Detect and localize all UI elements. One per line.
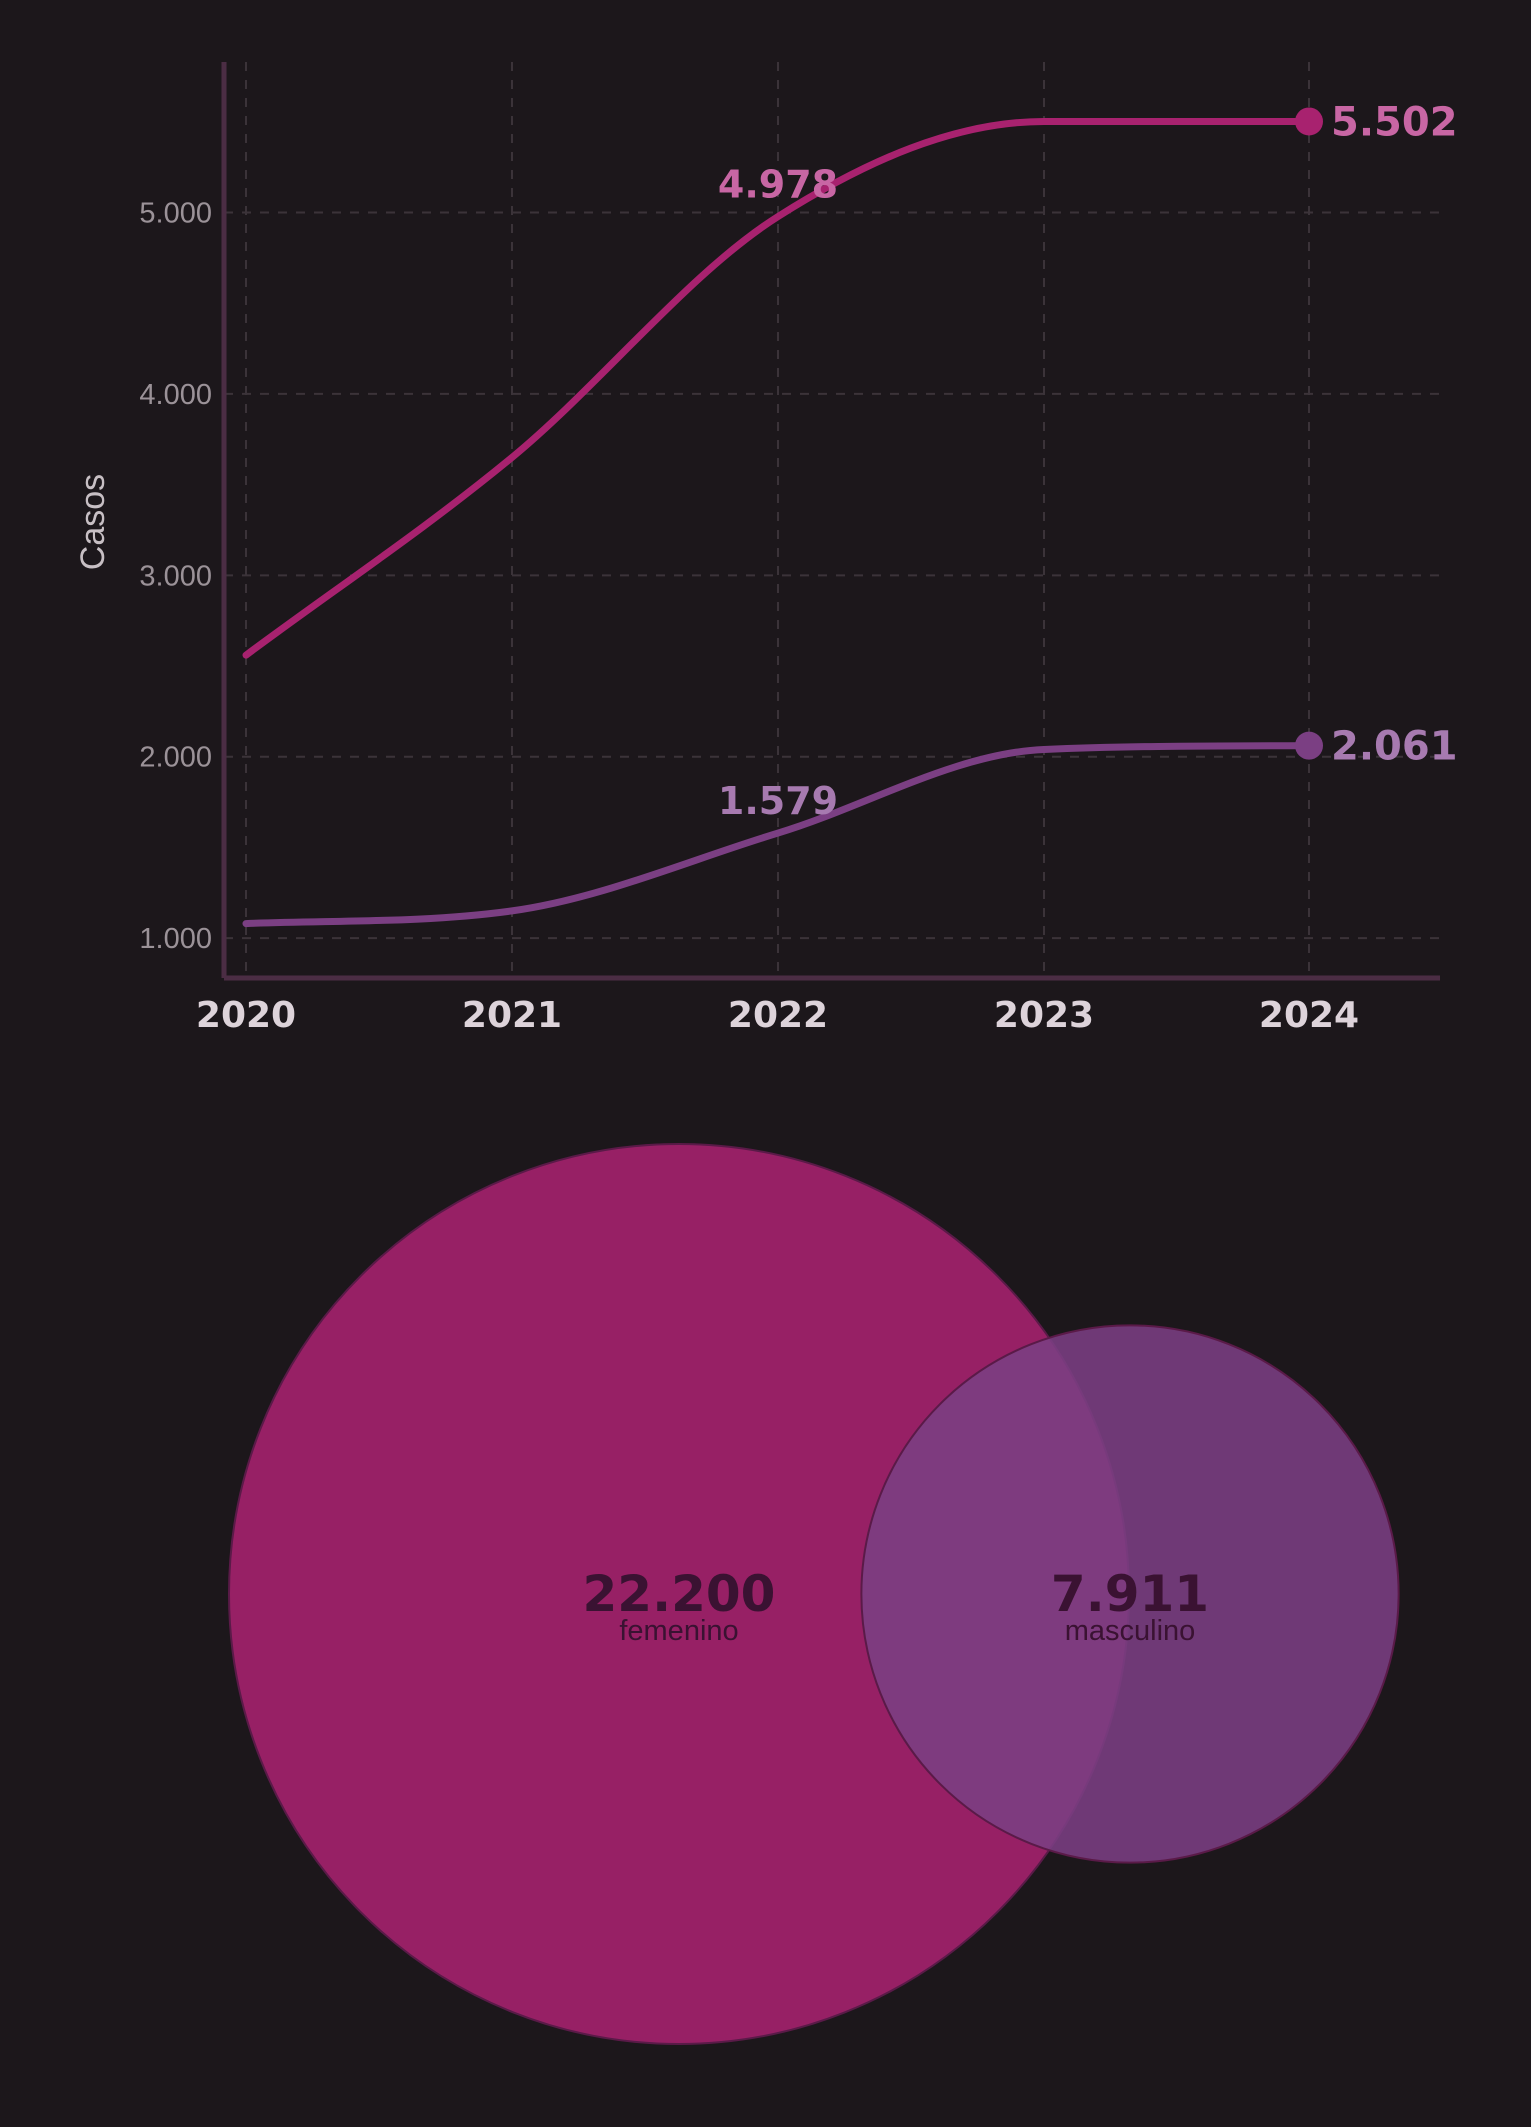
end-value-label-femenino: 5.502 xyxy=(1331,99,1458,145)
end-value-label-masculino: 2.061 xyxy=(1331,724,1458,770)
data-label-femenino: 4.978 xyxy=(718,163,838,207)
line-series: 5.502 4.978 2.061 1.579 xyxy=(242,99,1458,928)
series-line-femenino xyxy=(242,117,1313,659)
bubble-label-masculino: masculino xyxy=(1065,1615,1196,1647)
bubble-masculino xyxy=(860,1324,1400,1864)
data-label-masculino: 1.579 xyxy=(718,779,838,823)
y-tick-label: 5.000 xyxy=(139,198,212,230)
y-tick-label: 2.000 xyxy=(139,742,212,774)
series-femenino: 5.502 4.978 xyxy=(242,99,1458,659)
end-point-masculino xyxy=(1295,731,1323,760)
y-tick-label: 1.000 xyxy=(139,923,212,955)
x-tick-label: 2024 xyxy=(1259,995,1359,1036)
x-tick-label: 2023 xyxy=(994,995,1094,1036)
bubble-value-femenino: 22.200 xyxy=(583,1565,776,1623)
bubble-value-masculino: 7.911 xyxy=(1051,1565,1209,1623)
axes: 1.000 2.000 3.000 4.000 5.000 2020 2021 2022 202… xyxy=(139,62,1440,1036)
series-masculino: 2.061 1.579 xyxy=(242,724,1458,928)
series-line-masculino xyxy=(242,742,1313,928)
x-tick-label: 2021 xyxy=(462,995,562,1036)
y-tick-label: 3.000 xyxy=(139,560,212,592)
bubble-label-femenino: femenino xyxy=(619,1615,738,1647)
end-point-femenino xyxy=(1295,107,1323,136)
x-tick-label: 2022 xyxy=(728,995,828,1036)
y-tick-label: 4.000 xyxy=(139,379,212,411)
y-axis-label: Casos xyxy=(74,474,112,570)
x-tick-label: 2020 xyxy=(196,995,296,1036)
